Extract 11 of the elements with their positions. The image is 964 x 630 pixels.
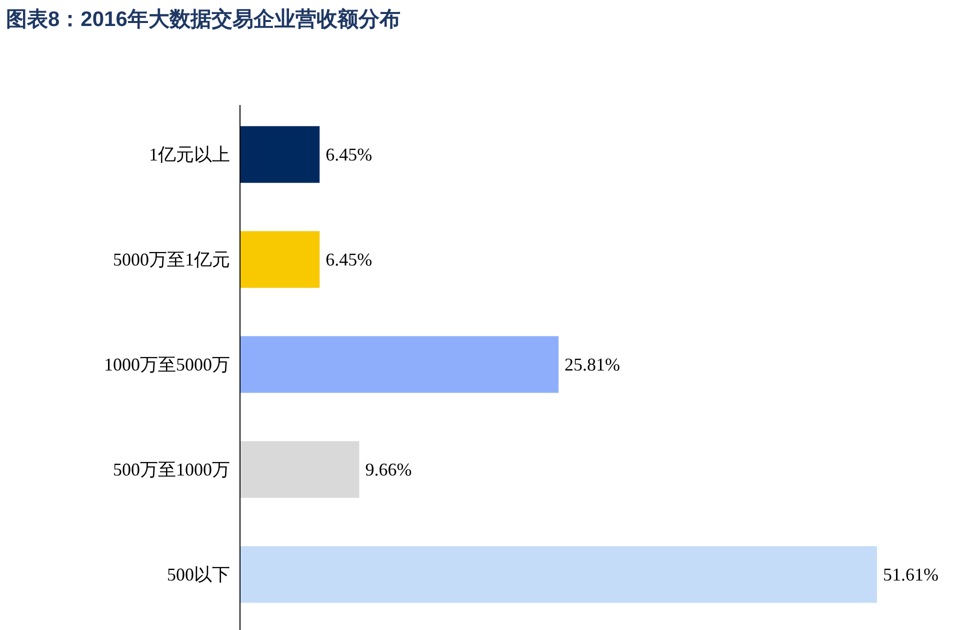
title: 图表8：2016年大数据交易企业营收额分布 (6, 8, 400, 31)
y-tick-label: 500万至1000万 (113, 460, 230, 480)
data-label: 6.45% (326, 144, 372, 164)
data-label: 51.61% (883, 564, 938, 584)
y-tick-label: 1000万至5000万 (104, 354, 230, 374)
y-tick-label: 500以下 (167, 564, 230, 584)
data-label: 25.81% (564, 354, 620, 374)
y-tick-label: 5000万至1亿元 (113, 250, 230, 270)
y-tick-label: 1亿元以上 (149, 144, 230, 164)
data-label: 6.45% (326, 250, 372, 270)
data-label: 9.66% (365, 460, 412, 480)
